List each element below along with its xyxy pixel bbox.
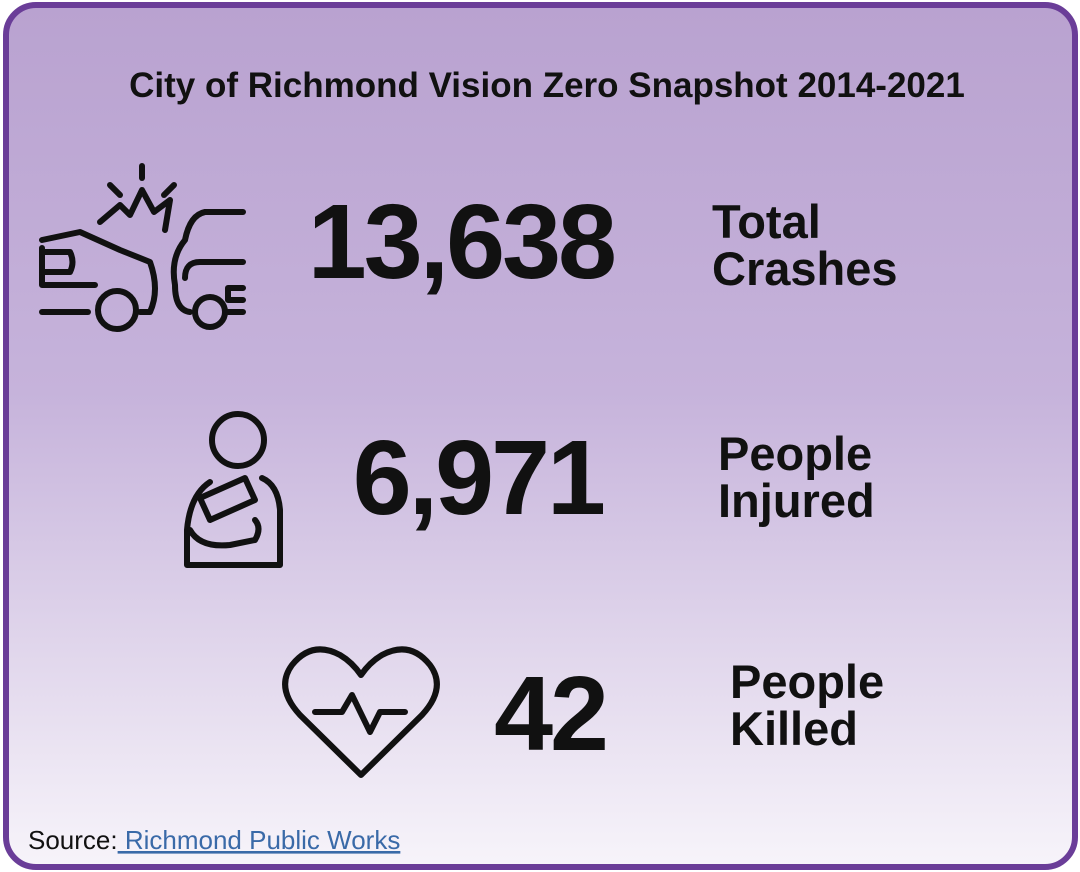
source-prefix: Source: bbox=[28, 825, 118, 855]
injured-icon bbox=[184, 411, 283, 568]
stat-label: Total bbox=[712, 195, 821, 248]
source-link[interactable]: Richmond Public Works bbox=[118, 825, 401, 855]
stat-label: People bbox=[718, 427, 872, 480]
stat-value: 13,638 bbox=[308, 183, 614, 301]
stat-label: Injured bbox=[718, 474, 875, 527]
card bbox=[3, 2, 1078, 870]
stat-value: 6,971 bbox=[353, 419, 603, 537]
crash-icon bbox=[39, 163, 246, 332]
stat-label: Killed bbox=[730, 702, 858, 755]
source: Source: Richmond Public Works bbox=[28, 825, 400, 855]
title: City of Richmond Vision Zero Snapshot 20… bbox=[129, 66, 965, 105]
stat-label: People bbox=[730, 655, 884, 708]
heart-icon bbox=[282, 646, 440, 778]
stat-value: 42 bbox=[494, 655, 606, 773]
stat-label: Crashes bbox=[712, 242, 898, 295]
